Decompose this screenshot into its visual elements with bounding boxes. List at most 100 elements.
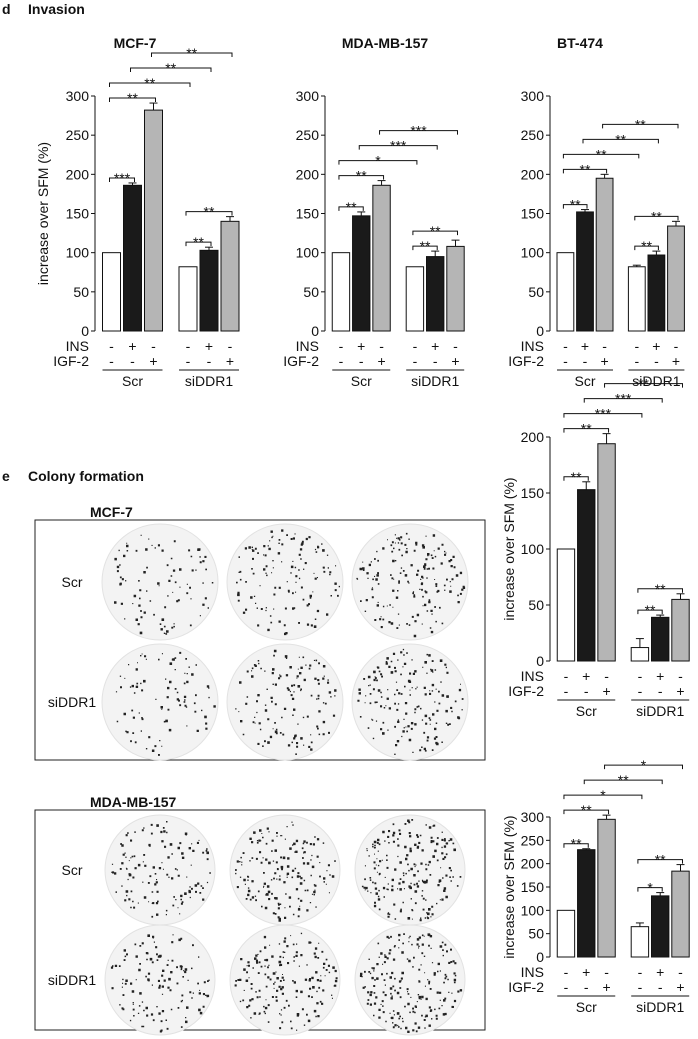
row-label: Scr <box>62 862 83 878</box>
significance-bracket <box>379 130 458 135</box>
y-tick-label: 150 <box>521 206 545 222</box>
significance-label: *** <box>114 170 131 186</box>
significance-label: ** <box>638 376 649 392</box>
treatment-sign: - <box>453 338 458 354</box>
y-tick-label: 250 <box>296 127 320 143</box>
treatment-sign: - <box>638 964 643 980</box>
significance-label: ** <box>570 197 581 213</box>
y-tick-label: 300 <box>521 809 545 825</box>
chart-title: MCF-7 <box>114 35 157 51</box>
treatment-label: INS <box>521 668 544 684</box>
significance-bracket <box>338 206 364 211</box>
significance-label: *** <box>595 406 612 422</box>
significance-bracket <box>109 82 191 88</box>
significance-label: ** <box>635 116 646 132</box>
group-label: Scr <box>576 703 597 719</box>
colony-plate <box>101 643 219 761</box>
treatment-sign: + <box>431 338 439 354</box>
y-tick-label: 300 <box>521 88 545 104</box>
significance-label: ** <box>186 45 197 61</box>
row-label: Scr <box>62 574 83 590</box>
y-tick-label: 250 <box>521 832 545 848</box>
significance-bracket <box>185 241 212 247</box>
colonies <box>110 934 210 1033</box>
treatment-sign: + <box>676 979 684 995</box>
significance-label: ** <box>581 421 592 437</box>
y-tick-label: 100 <box>521 902 545 918</box>
significance-bracket <box>338 160 418 165</box>
treatment-label: INS <box>521 964 544 980</box>
treatment-sign: - <box>638 668 643 684</box>
treatment-sign: + <box>652 338 660 354</box>
colonies <box>236 529 340 636</box>
y-tick-label: 300 <box>296 88 320 104</box>
significance-label: ** <box>346 199 357 215</box>
y-tick-label: 50 <box>528 926 544 942</box>
treatment-sign: - <box>564 979 569 995</box>
significance-bracket <box>412 245 438 251</box>
significance-label: *** <box>390 138 407 154</box>
treatment-sign: + <box>149 353 157 369</box>
treatment-sign: - <box>638 979 643 995</box>
significance-bracket <box>634 245 659 251</box>
colony-plate <box>104 814 216 926</box>
colony-plate <box>226 643 344 761</box>
bar <box>595 177 614 332</box>
treatment-sign: - <box>109 353 114 369</box>
y-tick-label: 100 <box>296 245 320 261</box>
bar <box>372 184 391 332</box>
significance-bracket <box>583 398 663 403</box>
y-tick-label: 0 <box>536 323 544 339</box>
y-tick-label: 250 <box>521 127 545 143</box>
treatment-sign: + <box>602 683 610 699</box>
y-tick-label: 200 <box>521 856 545 872</box>
colony-plate <box>351 523 469 641</box>
treatment-sign: + <box>582 964 590 980</box>
significance-bracket <box>562 204 588 209</box>
treatment-sign: - <box>186 353 191 369</box>
significance-label: ** <box>655 852 666 868</box>
y-tick-label: 0 <box>536 949 544 965</box>
significance-bracket <box>582 138 659 144</box>
bar <box>577 489 596 662</box>
treatment-sign: - <box>433 353 438 369</box>
significance-label: *** <box>410 123 427 139</box>
y-tick-label: 50 <box>528 284 544 300</box>
significance-label: ** <box>645 602 656 618</box>
treatment-sign: - <box>634 338 639 354</box>
significance-bracket <box>604 383 683 388</box>
y-axis-label: increase over SFM (%) <box>35 142 51 285</box>
plate-title: MCF-7 <box>90 504 133 520</box>
significance-label: ** <box>618 772 629 788</box>
treatment-sign: - <box>564 964 569 980</box>
group-label: siDDR1 <box>185 373 233 389</box>
colony-plate <box>229 814 341 926</box>
treatment-sign: - <box>634 353 639 369</box>
treatment-sign: - <box>379 338 384 354</box>
y-axis-label: increase over SFM (%) <box>501 815 517 958</box>
y-axis-label: increase over SFM (%) <box>501 477 517 620</box>
row-label: siDDR1 <box>48 972 96 988</box>
y-tick-label: 150 <box>521 485 545 501</box>
group-label: Scr <box>576 999 597 1015</box>
significance-bracket <box>358 145 438 150</box>
bar <box>651 895 670 958</box>
significance-bracket <box>563 476 589 481</box>
significance-bracket <box>562 168 608 174</box>
significance-label: ** <box>580 161 591 177</box>
bar <box>352 215 371 332</box>
colony-plate <box>226 523 344 641</box>
y-tick-label: 100 <box>66 245 90 261</box>
bar <box>630 926 650 958</box>
treatment-sign: - <box>658 683 663 699</box>
y-tick-label: 200 <box>66 166 90 182</box>
treatment-sign: + <box>226 353 234 369</box>
significance-label: ** <box>430 223 441 239</box>
y-tick-label: 100 <box>521 245 545 261</box>
significance-bracket <box>151 52 233 58</box>
significance-label: ** <box>356 168 367 184</box>
significance-bracket <box>637 588 683 593</box>
treatment-sign: + <box>672 353 680 369</box>
treatment-sign: + <box>357 338 365 354</box>
treatment-label: IGF-2 <box>508 353 544 369</box>
